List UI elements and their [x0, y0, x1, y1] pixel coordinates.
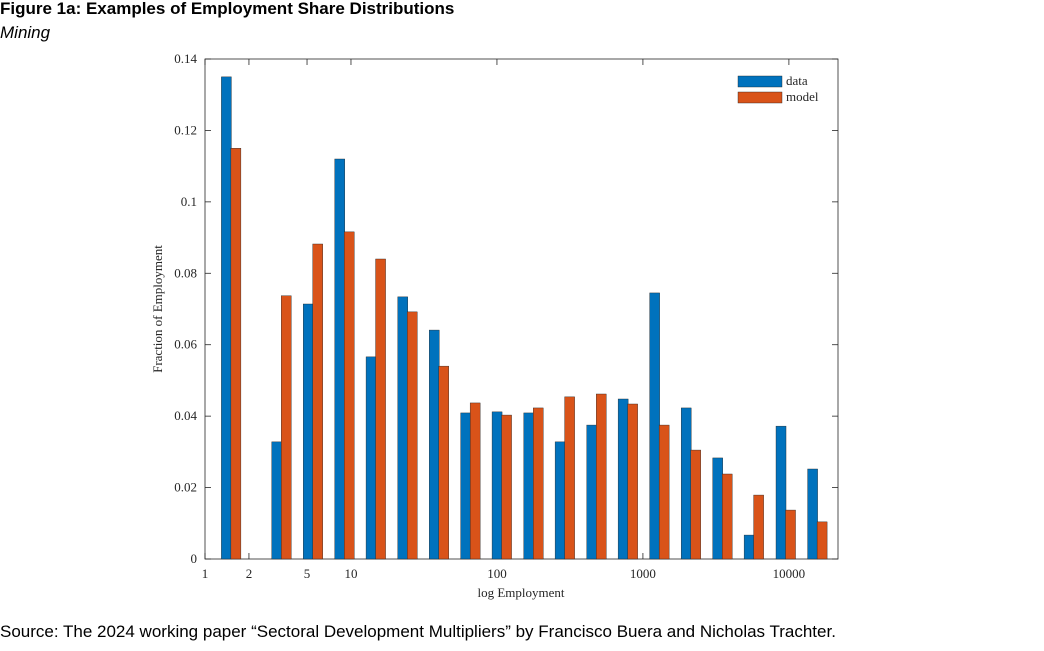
bar [303, 303, 314, 560]
legend-label: model [786, 89, 819, 104]
bar [564, 396, 575, 560]
bar [230, 148, 242, 560]
y-tick-label: 0.14 [174, 51, 197, 66]
y-axis-label: Fraction of Employment [150, 245, 165, 373]
source-note: Source: The 2024 working paper “Sectoral… [0, 622, 836, 641]
y-tick-label: 0.1 [181, 194, 197, 209]
x-axis-label: log Employment [477, 585, 564, 600]
bar [617, 398, 629, 560]
chart-title: Figure 1a: Examples of Employment Share … [0, 0, 454, 18]
y-tick-label: 0.08 [174, 265, 197, 280]
bar [407, 311, 418, 560]
y-tick-label: 0.04 [174, 408, 197, 423]
y-tick-label: 0.06 [174, 337, 197, 352]
bar [469, 402, 481, 560]
bar [365, 356, 377, 560]
bar [753, 494, 764, 560]
bar [438, 365, 449, 560]
bar [523, 412, 534, 560]
x-tick-label: 5 [304, 566, 311, 581]
bar [271, 441, 282, 560]
legend-swatch [737, 75, 783, 88]
legend-swatch [737, 91, 783, 104]
x-tick-label: 1 [202, 566, 209, 581]
x-tick-label: 2 [246, 566, 253, 581]
x-tick-label: 10000 [773, 566, 806, 581]
bar [596, 393, 607, 560]
bar [429, 329, 440, 560]
bar [221, 76, 232, 560]
bar [501, 414, 512, 560]
bar [533, 407, 544, 560]
bar [627, 403, 638, 560]
bar [375, 258, 386, 560]
bar [586, 424, 597, 560]
bar [334, 158, 345, 560]
bar [680, 407, 692, 560]
bar [807, 468, 818, 560]
bar [785, 509, 796, 560]
x-tick-label: 1000 [630, 566, 656, 581]
x-tick-label: 10 [344, 566, 357, 581]
bar [312, 243, 323, 560]
bar [712, 457, 723, 560]
y-tick-label: 0 [191, 551, 198, 566]
bar [649, 292, 660, 560]
y-tick-label: 0.12 [174, 122, 197, 137]
bar [554, 441, 566, 560]
bar [281, 295, 292, 560]
bar [743, 534, 755, 560]
bar [721, 473, 733, 560]
legend-label: data [786, 73, 808, 88]
y-tick-label: 0.02 [174, 480, 197, 495]
bar [658, 424, 670, 560]
plot-box [204, 58, 839, 560]
bar [816, 521, 828, 560]
x-tick-label: 100 [487, 566, 507, 581]
bar [690, 449, 701, 560]
bar [491, 411, 503, 560]
bar [344, 231, 355, 560]
chart-subtitle: Mining [0, 23, 51, 42]
bar [397, 296, 408, 560]
bar [775, 425, 787, 560]
bar [460, 412, 471, 560]
